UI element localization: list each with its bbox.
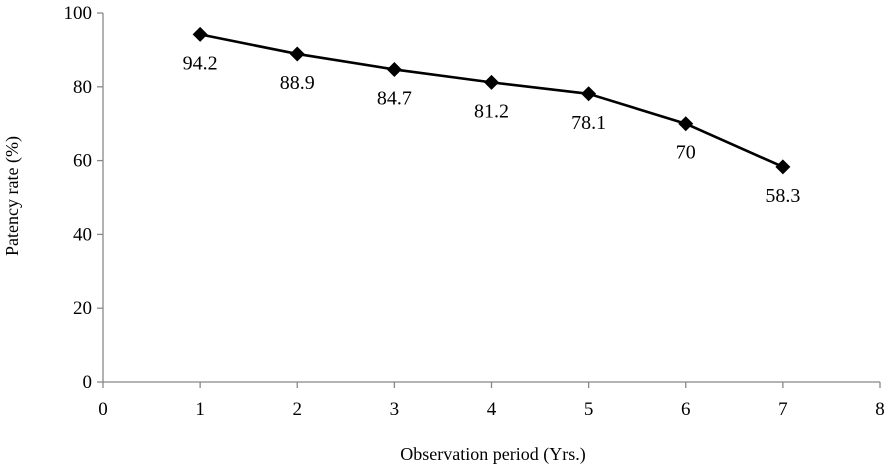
x-tick-label: 8 — [875, 399, 885, 420]
data-label: 84.7 — [377, 87, 412, 109]
y-tick-label: 20 — [73, 298, 92, 319]
x-axis-title: Observation period (Yrs.) — [400, 444, 585, 465]
data-point-marker — [678, 116, 694, 132]
data-label: 78.1 — [571, 112, 606, 134]
data-point-marker — [484, 74, 499, 90]
data-label: 94.2 — [183, 52, 218, 74]
y-tick-label: 100 — [64, 3, 93, 24]
x-tick-label: 0 — [98, 399, 108, 420]
x-tick-label: 1 — [195, 399, 205, 420]
y-tick-label: 40 — [73, 224, 92, 245]
y-axis-title: Patency rate (%) — [2, 136, 23, 256]
data-point-marker — [581, 86, 597, 102]
x-tick-label: 2 — [293, 399, 303, 420]
data-point-marker — [775, 159, 791, 175]
y-tick-label: 0 — [83, 372, 93, 393]
data-label: 70 — [676, 142, 696, 164]
axes — [102, 13, 880, 383]
x-tick-label: 3 — [390, 399, 400, 420]
data-label: 88.9 — [280, 72, 315, 94]
y-axis-ticks: 0 20 40 60 80 100 — [64, 3, 103, 393]
data-point-marker — [289, 46, 305, 62]
series-group — [192, 26, 791, 175]
x-tick-label: 6 — [681, 399, 691, 420]
data-labels: 94.2 88.9 84.7 81.2 78.1 70 58.3 — [183, 52, 801, 206]
data-label: 81.2 — [474, 100, 509, 122]
x-tick-label: 4 — [487, 399, 497, 420]
data-point-marker — [192, 26, 208, 42]
x-tick-label: 5 — [584, 399, 594, 420]
data-label: 58.3 — [765, 185, 800, 207]
x-axis-ticks: 0 1 2 3 4 5 6 7 8 — [98, 382, 885, 420]
y-tick-label: 60 — [73, 151, 92, 172]
y-tick-label: 80 — [73, 77, 92, 98]
x-tick-label: 7 — [778, 399, 788, 420]
data-point-marker — [386, 61, 402, 77]
